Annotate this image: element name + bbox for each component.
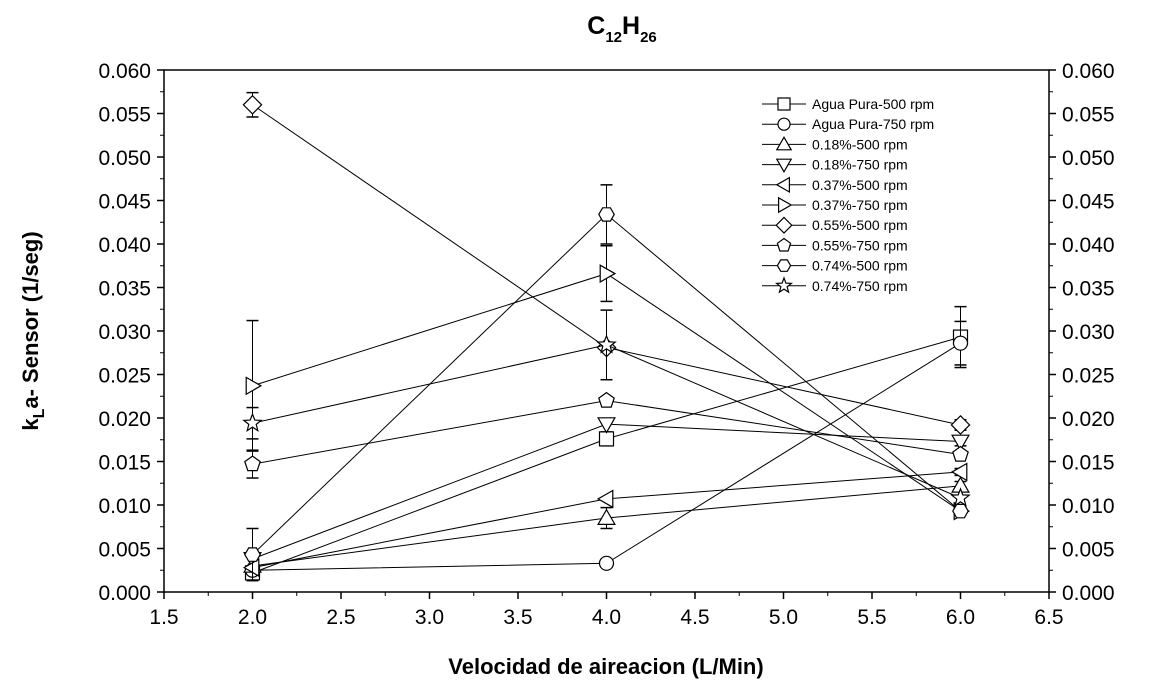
y-tick-label-right: 0.015 — [1062, 452, 1115, 475]
data-point — [599, 264, 617, 284]
y-tick-label-right: 0.025 — [1062, 365, 1115, 388]
data-point — [598, 391, 615, 408]
series-10 — [242, 309, 971, 507]
y-tick-label-right: 0.060 — [1062, 60, 1115, 83]
y-tick-label-left: 0.035 — [98, 278, 151, 301]
x-tick-label: 6.0 — [946, 606, 975, 629]
data-point — [242, 558, 260, 578]
x-tick-label: 3.0 — [415, 606, 444, 629]
data-point — [598, 207, 615, 222]
data-point — [950, 487, 971, 507]
y-tick-label-right: 0.035 — [1062, 278, 1115, 301]
x-tick-label: 2.5 — [326, 606, 355, 629]
y-tick-label-left: 0.020 — [98, 408, 151, 431]
legend-label: 0.18%-750 rpm — [812, 157, 908, 173]
legend-label: 0.37%-750 rpm — [812, 197, 908, 213]
y-tick-label-left: 0.055 — [98, 104, 151, 127]
legend-label: 0.74%-750 rpm — [812, 278, 908, 294]
y-tick-label-right: 0.020 — [1062, 408, 1115, 431]
legend: Agua Pura-500 rpm Agua Pura-750 rpm 0.18%-… — [762, 96, 934, 294]
y-tick-label-right: 0.050 — [1062, 147, 1115, 170]
data-point — [242, 94, 263, 115]
x-tick-label: 5.5 — [857, 606, 886, 629]
y-tick-label-left: 0.005 — [98, 539, 151, 562]
legend-label: Agua Pura-500 rpm — [812, 96, 934, 112]
legend-marker — [777, 117, 791, 131]
series-layer — [242, 91, 971, 582]
chart-title: C12H26 — [587, 12, 657, 46]
y-tick-label-left: 0.050 — [98, 147, 151, 170]
x-tick-label: 1.5 — [149, 606, 178, 629]
data-point — [596, 489, 614, 509]
data-point — [245, 376, 263, 396]
data-point — [952, 335, 969, 351]
y-tick-label-right: 0.005 — [1062, 539, 1115, 562]
y-tick-label-left: 0.000 — [98, 582, 151, 605]
y-tick-label-left: 0.040 — [98, 234, 151, 257]
y-tick-label-left: 0.025 — [98, 365, 151, 388]
legend-marker — [776, 237, 792, 252]
y-tick-label-right: 0.030 — [1062, 321, 1115, 344]
x-tick-label: 3.5 — [503, 606, 532, 629]
y-tick-label-left: 0.010 — [98, 495, 151, 518]
series-5 — [242, 462, 968, 578]
data-point — [951, 434, 970, 452]
y-tick-label-left: 0.060 — [98, 60, 151, 83]
data-point — [950, 462, 968, 482]
data-point — [596, 334, 617, 354]
legend-label: 0.74%-500 rpm — [812, 258, 908, 274]
data-point — [597, 508, 616, 525]
y-tick-label-left: 0.030 — [98, 321, 151, 344]
legend-marker — [774, 276, 794, 294]
data-point — [950, 415, 971, 435]
legend-label: Agua Pura-750 rpm — [812, 116, 934, 132]
legend-marker — [775, 135, 793, 151]
legend-marker — [775, 176, 791, 194]
legend-label: 0.55%-750 rpm — [812, 237, 908, 253]
legend-label: 0.18%-500 rpm — [812, 136, 908, 152]
y-tick-label-right: 0.010 — [1062, 495, 1115, 518]
x-tick-label: 6.5 — [1034, 606, 1063, 629]
x-tick-label: 4.0 — [592, 606, 621, 629]
y-tick-label-right: 0.000 — [1062, 582, 1115, 605]
series-8 — [244, 391, 969, 479]
data-point — [952, 445, 969, 462]
x-axis-title: Velocidad de aireacion (L/Min) — [448, 654, 763, 679]
y-axis-title: kLa- Sensor (1/seg) — [18, 231, 48, 430]
x-tick-label: 2.0 — [238, 606, 267, 629]
legend-marker — [776, 259, 792, 272]
data-point — [597, 417, 616, 434]
legend-marker — [777, 97, 791, 111]
legend-marker — [775, 216, 793, 234]
series-9 — [244, 184, 969, 582]
x-tick-label: 5.0 — [769, 606, 798, 629]
y-tick-label-left: 0.045 — [98, 191, 151, 214]
data-point — [952, 503, 969, 519]
data-point — [244, 547, 261, 562]
y-tick-label-right: 0.055 — [1062, 104, 1115, 127]
legend-marker — [775, 158, 793, 174]
data-point — [242, 412, 263, 432]
series-3 — [243, 476, 970, 573]
data-point — [244, 455, 261, 472]
legend-label: 0.37%-500 rpm — [812, 177, 908, 193]
legend-marker — [777, 196, 793, 214]
axis-ticks: 0.000 0.000 0.005 0.005 0.010 0.010 0.015 0.015… — [98, 60, 1114, 629]
data-point — [598, 555, 615, 571]
x-tick-label: 4.5 — [680, 606, 709, 629]
y-tick-label-left: 0.015 — [98, 452, 151, 475]
y-tick-label-right: 0.040 — [1062, 234, 1115, 257]
legend-label: 0.55%-500 rpm — [812, 217, 908, 233]
y-tick-label-right: 0.045 — [1062, 191, 1115, 214]
data-point — [598, 431, 615, 447]
